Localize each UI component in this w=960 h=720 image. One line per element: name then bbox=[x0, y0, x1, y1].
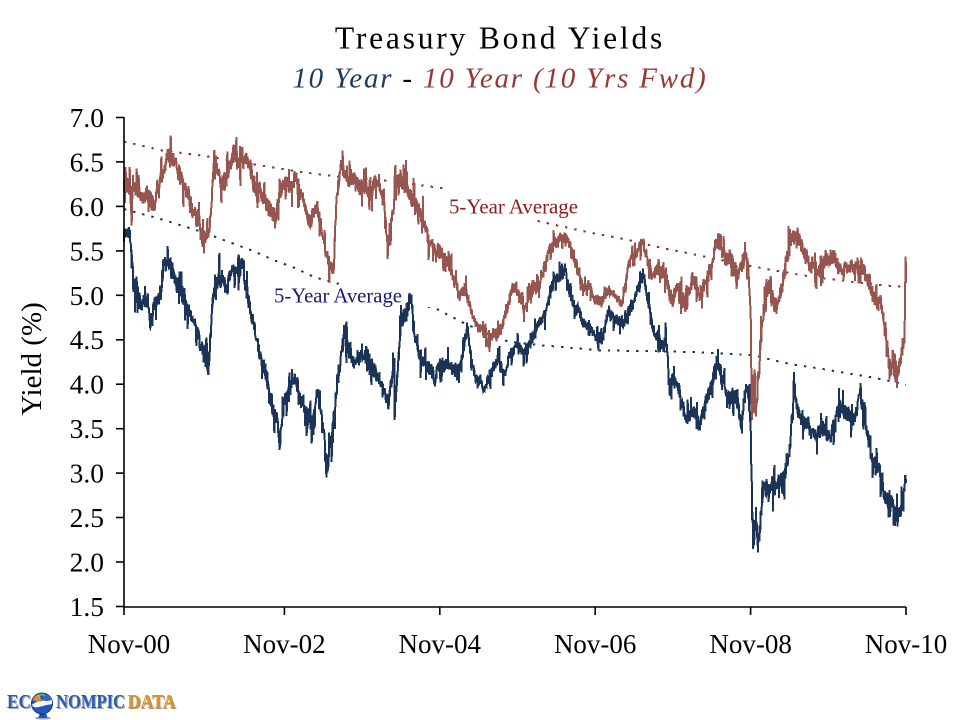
svg-text:Yield (%): Yield (%) bbox=[16, 302, 48, 416]
svg-text:Nov-10: Nov-10 bbox=[865, 629, 948, 659]
svg-text:5-Year Average: 5-Year Average bbox=[274, 284, 402, 308]
svg-text:7.0: 7.0 bbox=[70, 102, 104, 133]
svg-text:NOMPIC: NOMPIC bbox=[56, 691, 125, 713]
svg-text:1.5: 1.5 bbox=[70, 591, 104, 622]
svg-text:6.5: 6.5 bbox=[70, 146, 104, 177]
svg-text:5-Year Average: 5-Year Average bbox=[449, 195, 578, 219]
svg-text:4.5: 4.5 bbox=[70, 324, 104, 355]
svg-text:3.5: 3.5 bbox=[70, 413, 104, 444]
svg-text:4.0: 4.0 bbox=[70, 369, 104, 400]
svg-text:Nov-06: Nov-06 bbox=[554, 629, 637, 659]
svg-text:Nov-04: Nov-04 bbox=[399, 629, 482, 659]
svg-text:2.0: 2.0 bbox=[70, 547, 104, 578]
svg-text:6.0: 6.0 bbox=[70, 191, 104, 222]
svg-text:Nov-08: Nov-08 bbox=[709, 629, 792, 659]
svg-text:Treasury Bond Yields: Treasury Bond Yields bbox=[335, 21, 665, 56]
svg-text:EC: EC bbox=[8, 692, 32, 714]
svg-text:5.5: 5.5 bbox=[70, 235, 104, 266]
svg-text:NOMPIC: NOMPIC bbox=[57, 692, 126, 714]
svg-text:Nov-02: Nov-02 bbox=[243, 629, 326, 659]
svg-text:5.0: 5.0 bbox=[70, 280, 104, 311]
svg-text:DATA: DATA bbox=[129, 692, 177, 714]
svg-text:Nov-00: Nov-00 bbox=[88, 629, 171, 659]
svg-text:EC: EC bbox=[7, 691, 31, 713]
svg-text:DATA: DATA bbox=[128, 691, 176, 713]
svg-text:10 Year - 10 Year (10 Yrs Fwd): 10 Year - 10 Year (10 Yrs Fwd) bbox=[292, 63, 707, 95]
svg-text:3.0: 3.0 bbox=[70, 458, 104, 489]
svg-text:2.5: 2.5 bbox=[70, 502, 104, 533]
